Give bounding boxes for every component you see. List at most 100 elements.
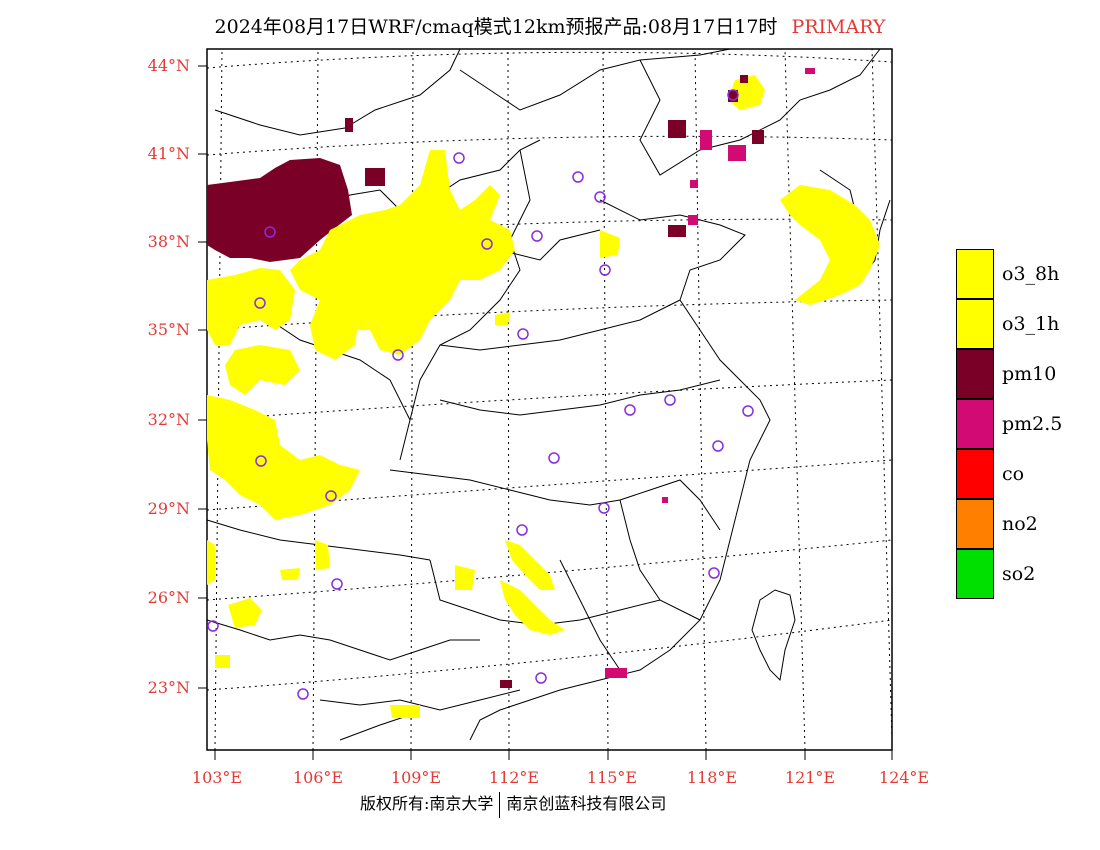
title-primary-tag: PRIMARY — [791, 16, 886, 38]
o3-area-guizhou — [315, 540, 330, 570]
legend-swatch-so2 — [956, 549, 994, 599]
o3-area-coast — [390, 705, 420, 718]
lon-label-106: 106°E — [293, 768, 343, 787]
o3-area-shanxi — [495, 312, 510, 325]
monitoring-stations — [207, 89, 754, 700]
pm25-patch-2 — [700, 130, 712, 150]
legend-label-o3-1h: o3_1h — [1002, 313, 1060, 335]
legend-swatch-pm10 — [956, 349, 994, 399]
station-marker-17 — [548, 452, 560, 464]
station-marker-15 — [712, 440, 724, 452]
station-marker-7 — [531, 230, 543, 242]
copyright-footer: 版权所有:南京大学 南京创蓝科技有限公司 — [360, 790, 666, 818]
pm25-patch-7 — [662, 497, 668, 503]
lon-label-118: 118°E — [687, 768, 737, 787]
pm10-patch-1 — [345, 118, 353, 132]
pm10-area-northwest — [207, 158, 352, 262]
station-marker-6 — [481, 238, 493, 250]
o3-area-sichuan — [207, 395, 360, 520]
map-title: 2024年08月17日WRF/cmaq模式12km预报产品:08月17日17时 P… — [0, 12, 1100, 39]
map-frame — [206, 48, 893, 751]
title-main: 2024年08月17日WRF/cmaq模式12km预报产品:08月17日17时 — [214, 16, 778, 38]
station-marker-19 — [598, 502, 610, 514]
pollutant-overlay — [207, 68, 880, 718]
o3-area-west-2 — [225, 345, 300, 395]
lon-label-109: 109°E — [391, 768, 441, 787]
pm10-patch-5 — [668, 225, 686, 237]
legend-label-o3-8h: o3_8h — [1002, 263, 1060, 285]
copyright-owner: 版权所有:南京大学 — [360, 794, 494, 813]
longitude-labels: 103°E 106°E 109°E 112°E 115°E 118°E 121°… — [192, 750, 929, 787]
lat-label-26: 26°N — [148, 588, 190, 607]
station-marker-1 — [727, 89, 739, 101]
pm10-patch-3 — [668, 120, 686, 138]
pm10-patch-7 — [268, 178, 280, 188]
lon-label-124: 124°E — [879, 768, 929, 787]
station-marker-2 — [453, 152, 465, 164]
legend-label-pm10: pm10 — [1002, 363, 1057, 385]
lat-label-29: 29°N — [148, 499, 190, 518]
station-marker-21 — [708, 567, 720, 579]
station-marker-24 — [297, 688, 309, 700]
o3-area-small-2 — [215, 655, 230, 668]
station-marker-13 — [624, 404, 636, 416]
station-marker-18 — [325, 490, 337, 502]
pm25-patch-1 — [728, 145, 746, 161]
o3-area-small-1 — [280, 568, 300, 580]
o3-area-west-1 — [207, 268, 295, 345]
copyright-company: 南京创蓝科技有限公司 — [506, 794, 667, 813]
lon-label-115: 115°E — [587, 768, 637, 787]
station-marker-12 — [664, 394, 676, 406]
pm25-patch-5 — [805, 68, 815, 74]
station-marker-25 — [535, 672, 547, 684]
lon-label-112: 112°E — [489, 768, 539, 787]
o3-area-hebei — [600, 230, 620, 258]
o3-area-edge — [207, 540, 215, 585]
station-marker-22 — [331, 578, 343, 590]
o3-area-south-2 — [500, 580, 565, 635]
legend-swatch-pm25 — [956, 399, 994, 449]
station-marker-8 — [599, 264, 611, 276]
lat-label-41: 41°N — [148, 144, 190, 163]
lon-label-103: 103°E — [192, 768, 242, 787]
pm10-patch-4 — [752, 130, 764, 144]
lat-label-23: 23°N — [148, 678, 190, 697]
pm10-patch-8 — [740, 75, 748, 83]
o3-area-south-1 — [505, 540, 555, 590]
station-marker-4 — [594, 191, 606, 203]
o3-area-guangxi — [455, 565, 475, 590]
lon-label-121: 121°E — [785, 768, 835, 787]
station-marker-9 — [254, 297, 266, 309]
lat-label-32: 32°N — [148, 410, 190, 429]
legend-label-no2: no2 — [1002, 513, 1038, 535]
station-marker-11 — [392, 349, 404, 361]
station-marker-14 — [742, 405, 754, 417]
latitude-labels: 44°N 41°N 38°N 35°N 32°N 29°N 26°N 23°N — [148, 56, 207, 697]
station-marker-23 — [207, 620, 219, 632]
legend-label-pm25: pm2.5 — [1002, 413, 1063, 435]
pm10-patch-2 — [365, 168, 385, 186]
pm25-patch-6 — [690, 180, 698, 188]
legend-label-so2: so2 — [1002, 563, 1036, 585]
lat-label-38: 38°N — [148, 232, 190, 251]
pm10-patch-9 — [728, 90, 738, 102]
pm10-patch-6 — [500, 680, 512, 688]
legend-swatch-o3-8h — [956, 249, 994, 299]
station-marker-10 — [517, 328, 529, 340]
o3-area-korea — [780, 185, 880, 305]
pm25-patch-3 — [605, 668, 627, 678]
station-marker-20 — [516, 524, 528, 536]
legend-swatch-co — [956, 449, 994, 499]
pm25-patch-4 — [688, 215, 698, 225]
o3-area-central-1 — [310, 290, 360, 360]
footer-separator — [499, 791, 501, 818]
legend-label-co: co — [1002, 463, 1025, 485]
legend-swatch-o3-1h — [956, 299, 994, 349]
lat-label-44: 44°N — [148, 56, 190, 75]
station-marker-3 — [572, 171, 584, 183]
lat-label-35: 35°N — [148, 320, 190, 339]
station-marker-5 — [264, 226, 276, 238]
legend-swatch-no2 — [956, 499, 994, 549]
station-marker-16 — [255, 455, 267, 467]
